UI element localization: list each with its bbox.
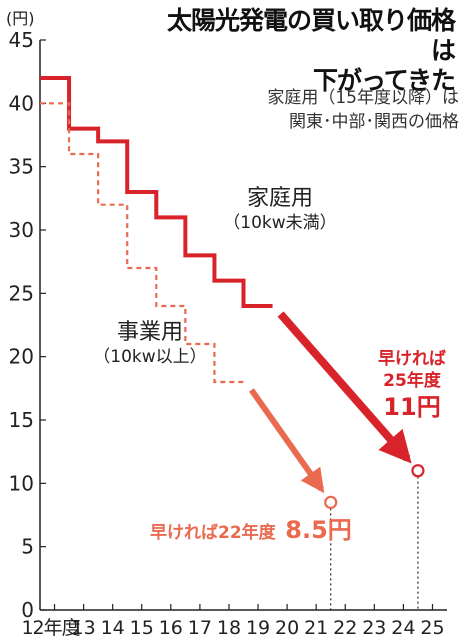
x-tick-label: 19 xyxy=(246,617,270,639)
household-target-value: 11円 xyxy=(383,393,441,421)
series-name-business: 事業用 xyxy=(116,320,183,345)
series-sub-household: （10kw未満） xyxy=(223,213,337,233)
business-target-value: 8.5円 xyxy=(285,516,352,544)
y-tick-label: 15 xyxy=(9,408,34,432)
projection-arrow-business xyxy=(249,388,325,494)
y-tick-label: 40 xyxy=(9,91,34,115)
x-tick-label: 14 xyxy=(101,617,125,639)
chart-note-line2: 関東･中部･関西の価格 xyxy=(289,112,459,132)
x-tick-label: 13 xyxy=(72,617,96,639)
y-tick-label: 35 xyxy=(9,155,34,179)
x-tick-label: 16 xyxy=(159,617,183,639)
x-tick-label: 21 xyxy=(304,617,328,639)
x-tick-label: 24 xyxy=(391,617,415,639)
y-axis-unit: (円) xyxy=(6,9,35,28)
y-tick-label: 5 xyxy=(21,535,34,559)
x-tick-label: 15 xyxy=(130,617,154,639)
target-point-household xyxy=(411,464,425,478)
chart-title-line2: 下がってきた xyxy=(312,66,456,95)
x-tick-label: 17 xyxy=(188,617,212,639)
x-tick-label: 18 xyxy=(217,617,241,639)
y-tick-label: 25 xyxy=(9,281,34,305)
y-tick-label: 30 xyxy=(9,218,34,242)
x-tick-label: 23 xyxy=(362,617,386,639)
business-target-line1: 早ければ22年度 xyxy=(150,523,276,543)
household-target-line2: 25年度 xyxy=(383,371,441,391)
y-tick-label: 0 xyxy=(21,598,34,622)
household-target-line1: 早ければ xyxy=(378,349,446,369)
chart-title: 太陽光発電の買い取り価格は 下がってきた xyxy=(155,6,456,96)
y-tick-label: 20 xyxy=(9,345,34,369)
series-line-household xyxy=(40,76,273,308)
chart-note: 家庭用（15年度以降）は 関東･中部･関西の価格 xyxy=(199,86,459,134)
x-tick-label: 22 xyxy=(333,617,357,639)
household-target-annotation: 早ければ 25年度 11円 xyxy=(362,348,462,422)
x-tick-label: 25 xyxy=(420,617,444,639)
series-name-household: 家庭用 xyxy=(246,186,313,211)
y-tick-label: 10 xyxy=(9,471,34,495)
x-tick-label: 20 xyxy=(275,617,299,639)
series-label-business: 事業用 （10kw以上） xyxy=(80,320,220,368)
target-point-business xyxy=(324,495,338,509)
series-sub-business: （10kw以上） xyxy=(93,347,207,367)
y-tick-label: 45 xyxy=(9,28,34,52)
projection-arrow-household xyxy=(277,311,412,464)
chart-title-line1: 太陽光発電の買い取り価格は xyxy=(166,6,456,65)
x-tick-label: 12年度 xyxy=(21,617,80,639)
series-label-household: 家庭用 （10kw未満） xyxy=(210,186,350,234)
series-line-business xyxy=(40,102,244,384)
business-target-annotation: 早ければ22年度 8.5円 xyxy=(150,510,390,545)
chart-note-line1: 家庭用（15年度以降）は xyxy=(267,88,459,108)
